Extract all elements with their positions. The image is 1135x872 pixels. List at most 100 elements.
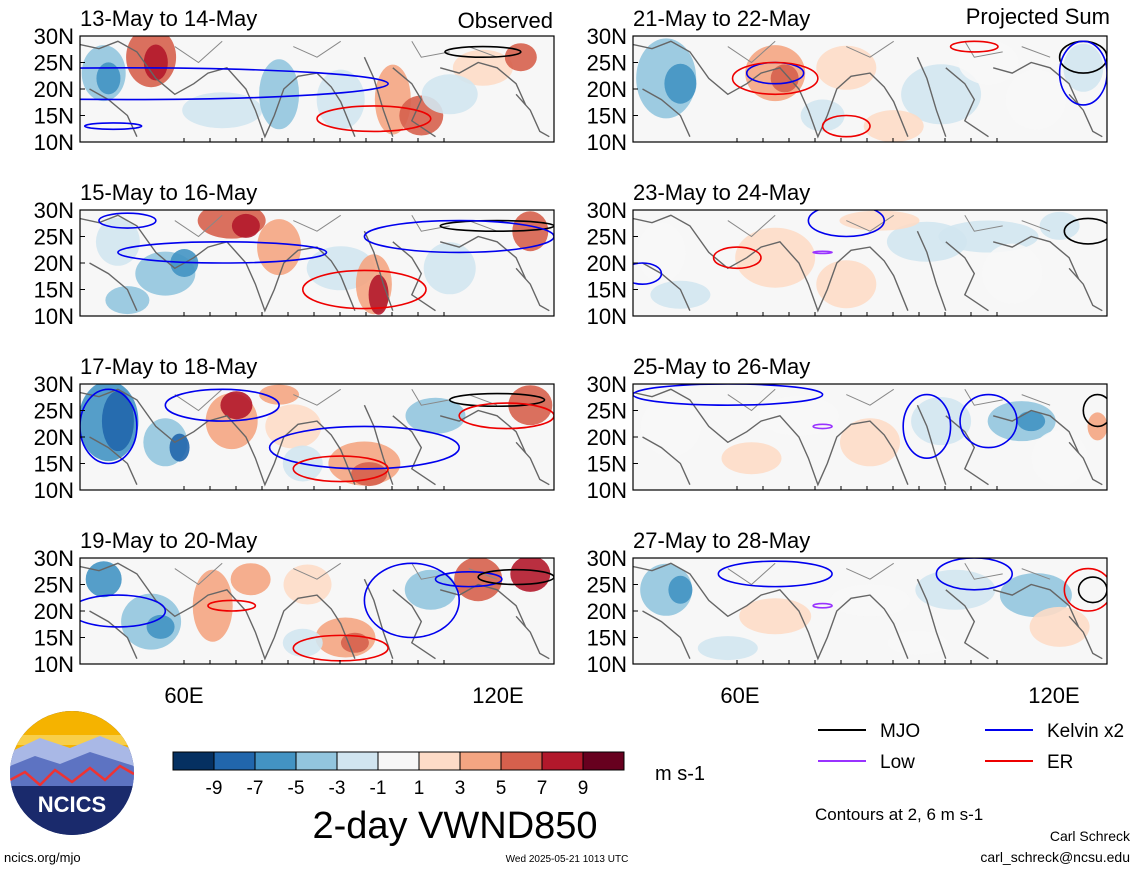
wind-anomaly-blob	[901, 64, 982, 125]
wind-anomaly-blob	[816, 45, 877, 90]
wind-anomaly-blob	[504, 43, 537, 72]
coastline	[392, 589, 436, 660]
blue-contour	[633, 262, 663, 285]
coastline	[993, 61, 1080, 106]
country-border	[964, 389, 1003, 406]
wind-anomaly-blob	[283, 564, 332, 605]
coastline	[515, 441, 550, 486]
panel-title: 27-May to 28-May	[633, 528, 810, 553]
coastline	[392, 241, 436, 312]
colorbar-swatch	[295, 751, 338, 771]
wind-anomaly-blob	[404, 569, 457, 610]
coastline	[392, 415, 436, 486]
coastline	[945, 415, 989, 486]
country-border	[293, 562, 341, 580]
panel-title: 21-May to 22-May	[633, 6, 810, 31]
red-contour	[949, 40, 999, 53]
coastline	[633, 562, 909, 661]
lat-tick-label: 25N	[587, 573, 627, 598]
colorbar-swatch	[418, 751, 461, 771]
wind-anomaly-blob	[1029, 606, 1090, 647]
coastline	[916, 404, 947, 485]
coastline	[89, 262, 138, 311]
lon-tick-60e: 60E	[164, 683, 203, 708]
legend-label: ER	[1047, 752, 1073, 773]
map-field	[633, 384, 1107, 490]
coastline	[993, 583, 1080, 628]
blue-contour	[164, 388, 280, 422]
wind-anomaly-blob	[452, 49, 513, 86]
country-border	[964, 215, 1003, 232]
coastline	[993, 235, 1080, 280]
lat-tick-label: 25N	[587, 399, 627, 424]
wind-anomaly-blob	[816, 260, 877, 309]
wind-anomaly-blob	[863, 110, 924, 142]
country-border	[411, 389, 450, 406]
violet-contour	[812, 602, 833, 609]
colorbar-label: -5	[288, 778, 305, 799]
wind-anomaly-blob	[1017, 411, 1046, 432]
wind-anomaly-blob	[735, 227, 816, 288]
legend: MJO Kelvin x2 Low ER	[818, 721, 1124, 773]
red-contour	[292, 634, 389, 662]
lat-tick-label: 10N	[34, 478, 74, 503]
lat-tick-label: 10N	[587, 478, 627, 503]
coastline	[633, 40, 909, 139]
country-border	[174, 214, 223, 238]
colorbar-label: 1	[414, 778, 425, 799]
colorbar-swatch	[213, 751, 256, 771]
coastline	[916, 578, 947, 659]
panel-title: 25-May to 26-May	[633, 354, 810, 379]
coastline	[80, 562, 356, 661]
country-border	[468, 46, 498, 58]
blue-contour	[98, 212, 157, 229]
coastline	[363, 56, 394, 137]
lat-tick-label: 10N	[587, 304, 627, 329]
legend-label: Low	[880, 752, 915, 773]
map-field	[80, 558, 554, 664]
black-contour	[1063, 217, 1107, 245]
colorbar-swatch	[336, 751, 379, 771]
country-border	[846, 40, 894, 58]
country-border	[468, 220, 498, 232]
coastline	[916, 56, 947, 137]
colorbar-swatch	[500, 751, 543, 771]
lat-tick-label: 10N	[34, 652, 74, 677]
colorbar-swatch	[172, 751, 215, 771]
country-border	[727, 562, 776, 586]
lat-tick-label: 15N	[587, 278, 627, 303]
wind-anomaly-blob	[958, 40, 1019, 85]
lat-tick-label: 20N	[34, 425, 74, 450]
colorbar-swatch	[541, 751, 584, 771]
wind-anomaly-blob	[85, 561, 122, 598]
colorbar-swatch	[459, 751, 502, 771]
country-border	[293, 214, 341, 232]
wind-anomaly-blob	[143, 44, 168, 81]
blue-contour	[935, 558, 1013, 591]
violet-contour	[812, 423, 833, 430]
lat-tick-label: 20N	[34, 77, 74, 102]
lon-axis-right: 60E 120E	[720, 683, 1079, 708]
map-field	[633, 210, 1107, 316]
wind-anomaly-blob	[840, 418, 900, 467]
coastline	[945, 67, 989, 138]
country-border	[1021, 46, 1051, 58]
red-contour	[316, 105, 432, 133]
site-url: ncics.org/mjo	[4, 850, 81, 865]
wind-anomaly-blob	[316, 69, 365, 130]
map-field	[80, 210, 554, 316]
wind-anomaly-blob	[351, 462, 388, 487]
blue-contour	[363, 219, 554, 254]
red-contour	[821, 114, 871, 138]
colorbar-label: 9	[578, 778, 589, 799]
country-border	[293, 388, 341, 406]
figure-title: 2-day VWND850	[312, 805, 597, 847]
colorbar-label: 5	[496, 778, 507, 799]
colorbar-label: -1	[370, 778, 387, 799]
blue-contour	[268, 425, 460, 470]
panel-title: 19-May to 20-May	[80, 528, 257, 553]
colorbar-swatch	[377, 751, 420, 771]
